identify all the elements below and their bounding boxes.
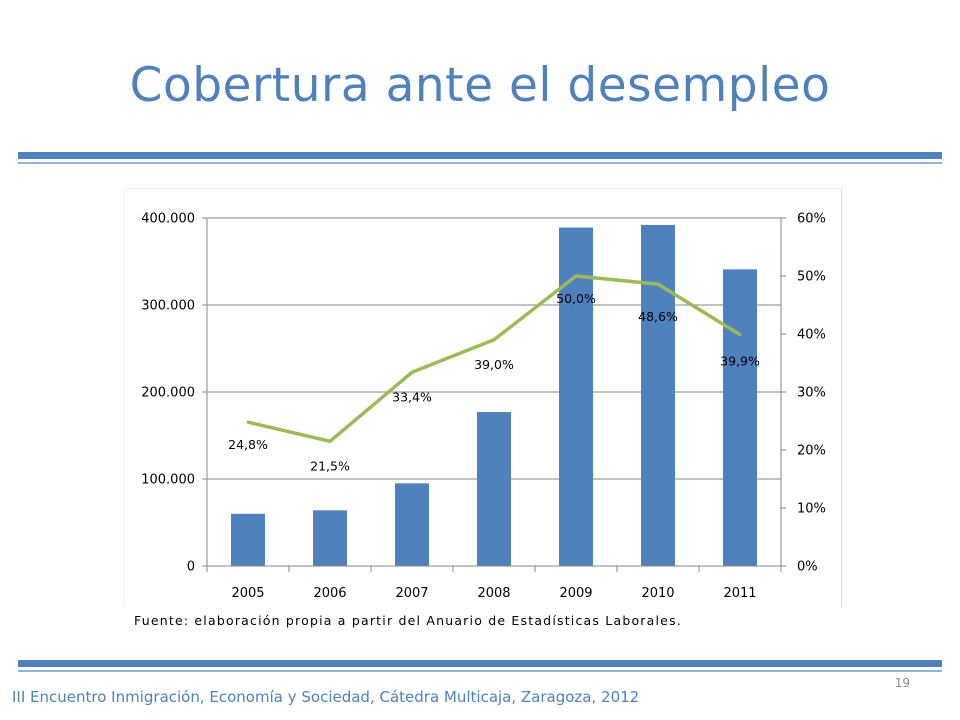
footer-text: III Encuentro Inmigración, Economía y So…: [12, 688, 640, 706]
y-left-tick-label: 200.000: [141, 386, 195, 401]
title-divider: [18, 152, 942, 164]
x-tick-label: 2006: [313, 586, 346, 601]
source-note: Fuente: elaboración propia a partir del …: [134, 613, 682, 628]
bar: [723, 269, 757, 566]
bar: [313, 510, 347, 566]
y-left-tick-label: 400.000: [141, 212, 195, 227]
line-point: [246, 420, 250, 424]
data-label: 21,5%: [310, 458, 350, 473]
line-point: [328, 439, 332, 443]
y-right-tick-label: 0%: [797, 560, 818, 575]
y-left-tick-label: 300.000: [141, 299, 195, 314]
y-right-tick-label: 20%: [797, 444, 826, 459]
y-right-tick-label: 50%: [797, 270, 826, 285]
y-right-tick-label: 40%: [797, 328, 826, 343]
x-tick-label: 2005: [231, 586, 264, 601]
line-point: [410, 370, 414, 374]
data-label: 24,8%: [228, 437, 268, 452]
line-point: [492, 338, 496, 342]
bar: [477, 412, 511, 566]
y-left-tick-label: 100.000: [141, 473, 195, 488]
bar: [395, 483, 429, 566]
data-label: 48,6%: [638, 309, 678, 324]
data-label: 33,4%: [392, 389, 432, 404]
footer-divider: [18, 660, 942, 672]
y-left-tick-label: 0: [187, 560, 195, 575]
line-point: [738, 333, 742, 337]
slide-title: Cobertura ante el desempleo: [129, 58, 831, 113]
x-tick-label: 2010: [641, 586, 674, 601]
page-number: 19: [894, 676, 910, 690]
y-right-tick-label: 30%: [797, 386, 826, 401]
line-point: [656, 282, 660, 286]
data-label: 50,0%: [556, 291, 596, 306]
y-right-tick-label: 10%: [797, 502, 826, 517]
line-point: [574, 274, 578, 278]
chart-frame: [124, 188, 842, 607]
data-label: 39,9%: [720, 354, 760, 369]
x-tick-label: 2007: [395, 586, 428, 601]
y-right-tick-label: 60%: [797, 212, 826, 227]
x-tick-label: 2008: [477, 586, 510, 601]
x-tick-label: 2009: [559, 586, 592, 601]
data-label: 39,0%: [474, 357, 514, 372]
bar: [231, 513, 265, 566]
bar: [641, 224, 675, 566]
x-tick-label: 2011: [723, 586, 756, 601]
